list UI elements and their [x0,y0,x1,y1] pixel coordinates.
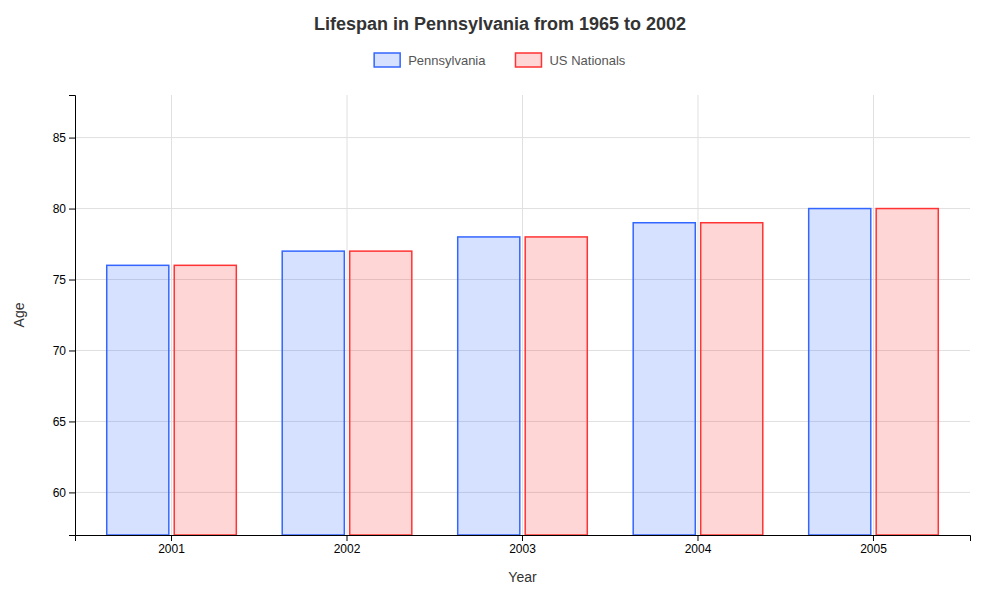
y-axis: 60 65 70 75 80 85 [53,96,76,536]
bar [876,209,938,535]
bar [282,251,344,535]
y-tick-label: 70 [53,344,67,358]
legend-label: US Nationals [549,53,625,68]
y-axis-label: Age [11,302,27,327]
y-tick: 75 [53,273,75,287]
x-tick-label: 2001 [158,542,185,556]
y-tick: 70 [53,344,75,358]
x-grid-line [873,95,874,535]
y-tick-mark [69,492,75,493]
bar-series [174,209,938,535]
legend-swatch [374,53,400,67]
x-tick: 2001 [158,535,185,556]
y-tick-label: 75 [53,273,67,287]
grid [75,95,970,535]
x-tick-label: 2004 [685,542,712,556]
x-tick-label: 2002 [334,542,361,556]
legend-item: US Nationals [515,53,625,68]
x-tick-mark [347,535,348,541]
y-tick: 85 [53,131,75,145]
y-tick-mark [69,421,75,422]
x-grid-line [347,95,348,535]
y-axis-line [69,96,76,536]
x-axis-line [76,536,971,542]
y-tick-mark [69,280,75,281]
y-tick-mark [69,138,75,139]
bar [701,223,763,535]
bars [107,209,939,535]
x-tick: 2005 [860,535,887,556]
bar [525,237,587,535]
x-grid-line [171,95,172,535]
bar-series [107,209,871,535]
x-tick-mark [697,535,698,541]
x-tick-mark [171,535,172,541]
bar [809,209,871,535]
y-tick-label: 80 [53,202,67,216]
chart-svg: 60 65 70 75 80 85 2001 2002 2003 2004 2005 Lifespan… [0,0,1000,600]
bar [174,265,236,535]
y-tick-mark [69,350,75,351]
y-tick-label: 60 [53,486,67,500]
title: Lifespan in Pennsylvania from 1965 to 20… [314,14,686,34]
x-tick-label: 2005 [860,542,887,556]
y-tick: 65 [53,415,75,429]
x-tick: 2003 [509,535,536,556]
y-tick: 60 [53,486,75,500]
legend-swatch [515,53,541,67]
x-axis: 2001 2002 2003 2004 2005 [76,535,971,556]
x-grid-line [522,95,523,535]
legend: Pennsylvania US Nationals [374,53,626,68]
bar [350,251,412,535]
x-tick: 2002 [334,535,361,556]
legend-item: Pennsylvania [374,53,486,68]
x-tick: 2004 [685,535,712,556]
x-tick-mark [522,535,523,541]
y-tick: 80 [53,202,75,216]
y-tick-label: 65 [53,415,67,429]
y-tick-label: 85 [53,131,67,145]
bar [107,265,169,535]
y-tick-mark [69,209,75,210]
x-axis-label: Year [508,569,537,585]
bar [633,223,695,535]
legend-label: Pennsylvania [408,53,486,68]
x-tick-label: 2003 [509,542,536,556]
x-grid-line [697,95,698,535]
bar [458,237,520,535]
x-tick-mark [873,535,874,541]
